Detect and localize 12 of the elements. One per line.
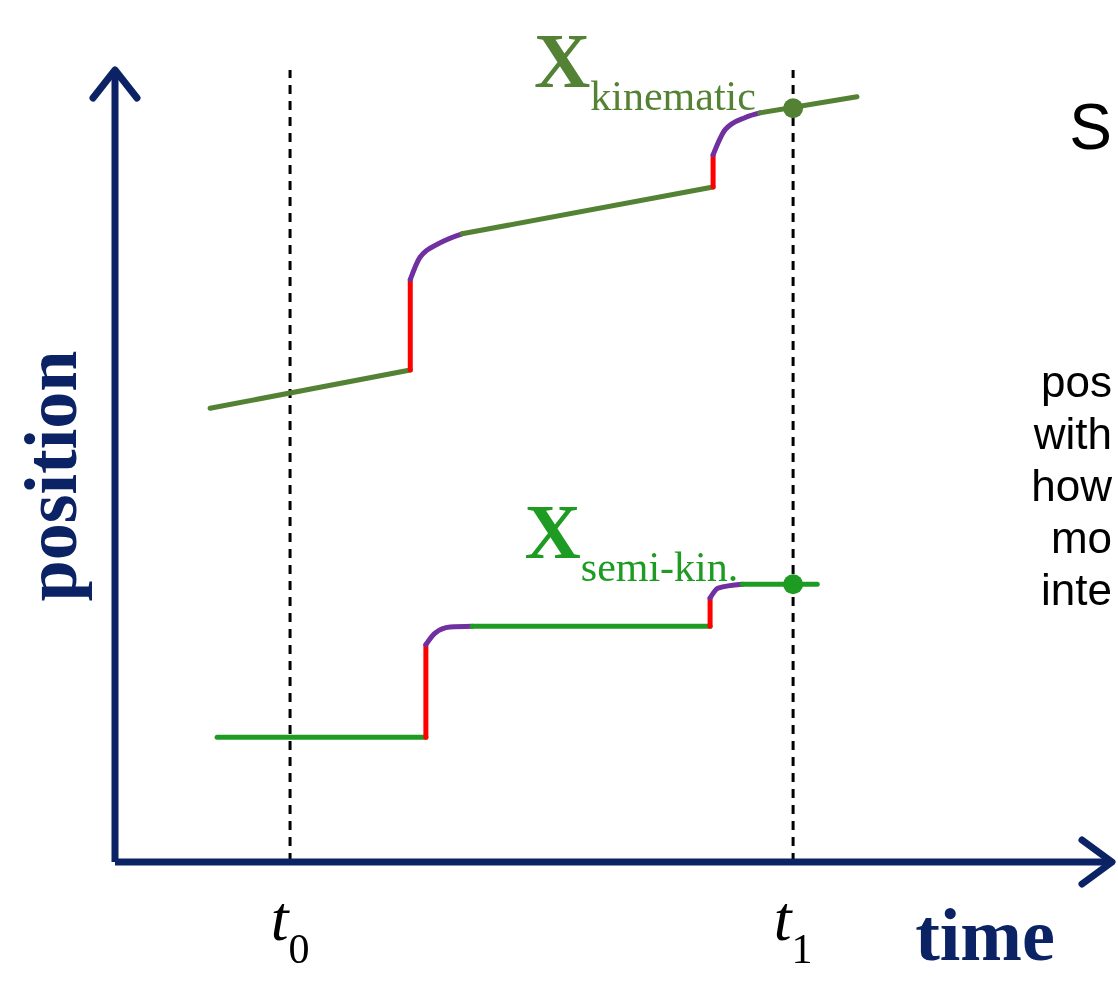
annotation: pos [1041, 357, 1112, 406]
x-tick-label: t$_{0}$ [270, 883, 310, 972]
x-axis-title: time [915, 894, 1055, 976]
annotation: S [1069, 91, 1112, 163]
x-tick-label: t$_{1}$ [773, 883, 813, 972]
annotation: mo [1050, 513, 1112, 562]
series-label: X$_{kinematic}$ [533, 16, 756, 119]
annotation: how [1031, 461, 1112, 510]
series-label: X$_{semi-kin.}$ [524, 488, 739, 591]
annotation: inte [1041, 565, 1112, 614]
annotation: with [1033, 409, 1112, 458]
y-axis-title: position [10, 350, 92, 602]
